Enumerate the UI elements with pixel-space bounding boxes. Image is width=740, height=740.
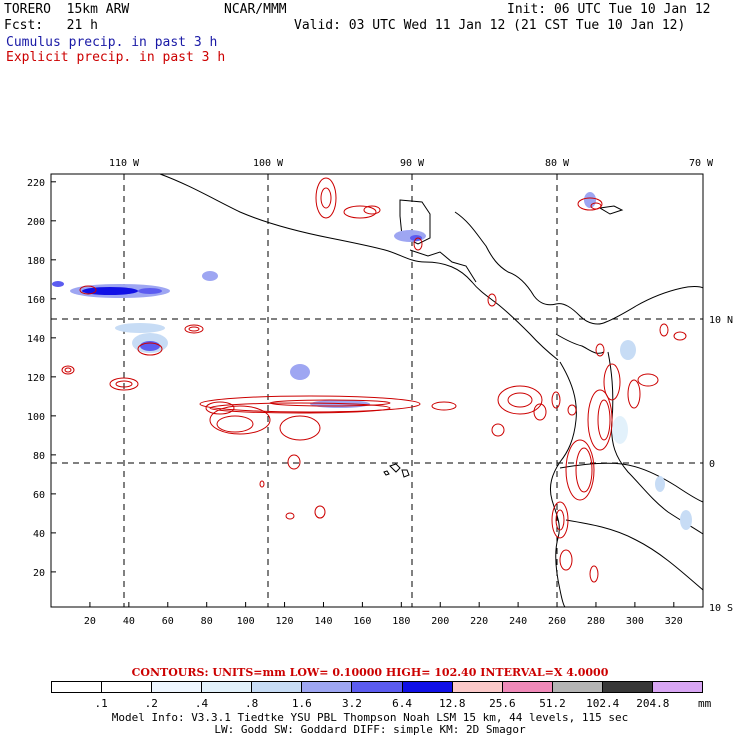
- color-scale-units: mm: [698, 697, 712, 710]
- color-scale-cell: [552, 682, 603, 692]
- color-scale-label: 3.2: [341, 697, 362, 710]
- y-tick-20: 20: [33, 568, 45, 579]
- x-tick-100: 100: [237, 616, 255, 627]
- valid-time: Valid: 03 UTC Wed 11 Jan 12 (21 CST Tue …: [294, 18, 686, 33]
- south-america-inland-border: [607, 351, 704, 535]
- color-scale-label: 204.8: [636, 697, 670, 710]
- model-title: TORERO 15km ARW: [4, 2, 130, 17]
- color-scale-cell: [302, 682, 353, 692]
- explicit-precip-contours: [61, 177, 687, 583]
- coastlines: [159, 173, 704, 608]
- y-tick-160: 160: [27, 295, 45, 306]
- mexico-coast: [159, 173, 559, 361]
- cumulus-label: Cumulus precip. in past 3 h: [6, 35, 218, 50]
- color-scale-cell: [602, 682, 653, 692]
- color-scale-label: 12.8: [438, 697, 466, 710]
- x-tick-20: 20: [84, 616, 96, 627]
- latlon-grid: [51, 174, 703, 607]
- peru-border: [565, 519, 704, 591]
- x-tick-60: 60: [162, 616, 174, 627]
- x-tick-320: 320: [665, 616, 683, 627]
- x-tick-260: 260: [548, 616, 566, 627]
- y-tick-60: 60: [33, 490, 45, 501]
- color-scale-label: .4: [194, 697, 209, 710]
- galapagos-islands: [383, 463, 410, 478]
- color-scale-label: .1: [94, 697, 108, 710]
- x-tick-240: 240: [509, 616, 527, 627]
- color-scale-label: 6.4: [392, 697, 412, 710]
- x-tick-120: 120: [276, 616, 294, 627]
- model-info-line2: LW: Godd SW: Goddard DIFF: simple KM: 2D…: [214, 723, 526, 736]
- color-scale-cell: [152, 682, 203, 692]
- y-grid-ticks: 20 40 60 80 100 120 140 160 180 200 220: [27, 178, 56, 579]
- y-tick-100: 100: [27, 412, 45, 423]
- color-scale-cell: [502, 682, 553, 692]
- y-tick-200: 200: [27, 217, 45, 228]
- x-tick-200: 200: [431, 616, 449, 627]
- forecast-hour: Fcst: 21 h: [4, 18, 98, 33]
- lat-label-10s: 10 S: [709, 603, 733, 614]
- color-scale-label: 25.6: [489, 697, 516, 710]
- color-scale-cell: [252, 682, 303, 692]
- y-tick-120: 120: [27, 373, 45, 384]
- panama-coast: [555, 333, 605, 354]
- color-scale-cell: [352, 682, 403, 692]
- lon-label-100w: 100 W: [253, 158, 284, 169]
- center-title: NCAR/MMM: [224, 2, 287, 17]
- y-tick-220: 220: [27, 178, 45, 189]
- explicit-label: Explicit precip. in past 3 h: [6, 50, 226, 65]
- color-scale-label: .2: [144, 697, 158, 710]
- x-tick-160: 160: [353, 616, 371, 627]
- color-scale-cell: [52, 682, 103, 692]
- contour-info: CONTOURS: UNITS=mm LOW= 0.10000 HIGH= 10…: [131, 666, 609, 679]
- lon-label-80w: 80 W: [545, 158, 570, 169]
- lat-label-0: 0: [709, 459, 715, 470]
- y-tick-140: 140: [27, 334, 45, 345]
- x-tick-180: 180: [392, 616, 410, 627]
- x-tick-300: 300: [626, 616, 644, 627]
- color-scale-label: .8: [244, 697, 259, 710]
- x-grid-ticks: 20 40 60 80 100 120 140 160 180 200 220 240 260 280 30…: [84, 602, 683, 627]
- colombia-pacific-coast: [549, 361, 577, 608]
- color-scale-label: 51.2: [539, 697, 566, 710]
- x-tick-40: 40: [123, 616, 135, 627]
- lon-label-90w: 90 W: [400, 158, 425, 169]
- model-info-line1: Model Info: V3.3.1 Tiedtke YSU PBL Thomp…: [111, 711, 629, 724]
- lon-label-110w: 110 W: [109, 158, 140, 169]
- colombia-ecuador-border: [559, 462, 704, 503]
- jamaica-island: [598, 205, 624, 215]
- x-tick-220: 220: [470, 616, 488, 627]
- y-tick-180: 180: [27, 256, 45, 267]
- color-scale-label: 1.6: [291, 697, 312, 710]
- map-frame: [50, 173, 704, 608]
- lat-label-10n: 10 N: [709, 315, 733, 326]
- color-scale-bar: [51, 681, 703, 693]
- color-scale-cell: [652, 682, 703, 692]
- color-scale-cell: [102, 682, 153, 692]
- y-tick-80: 80: [33, 451, 45, 462]
- yucatan-peninsula: [399, 199, 431, 245]
- cumulus-precip-areas: [52, 192, 692, 530]
- color-scale-cell: [402, 682, 453, 692]
- color-scale-label: 102.4: [586, 697, 620, 710]
- axis-labels: 110 W 100 W 90 W 80 W 70 W 10 N 0 10 S: [109, 158, 733, 614]
- caribbean-coast: [454, 211, 704, 325]
- x-tick-140: 140: [314, 616, 332, 627]
- color-scale-cell: [452, 682, 503, 692]
- central-america-border: [409, 249, 477, 283]
- x-tick-280: 280: [587, 616, 605, 627]
- lon-label-70w: 70 W: [689, 158, 714, 169]
- init-time: Init: 06 UTC Tue 10 Jan 12: [507, 2, 711, 17]
- x-tick-80: 80: [201, 616, 213, 627]
- color-scale-cell: [202, 682, 253, 692]
- y-tick-40: 40: [33, 529, 45, 540]
- color-scale-labels: .1 .2 .4 .8 1.6 3.2 6.4 12.8 25.6 51.2 102.4 204.8: [51, 697, 703, 710]
